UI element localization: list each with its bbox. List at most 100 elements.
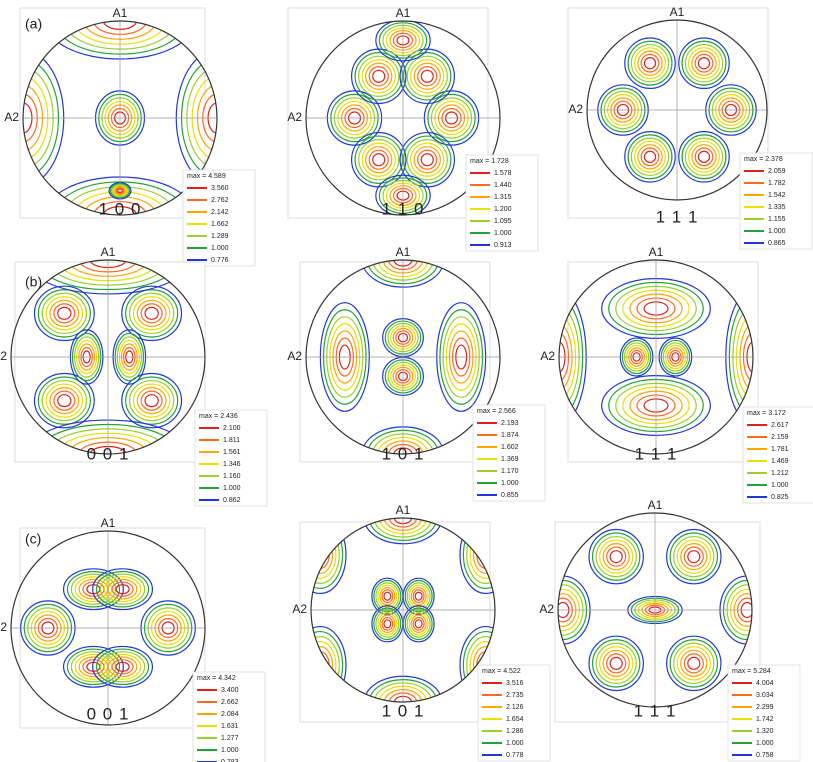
legend-level: 1.781 <box>771 446 789 453</box>
legend-level: 4.004 <box>756 680 774 687</box>
contour-line <box>414 619 423 629</box>
legend-level: 0.776 <box>211 257 229 264</box>
contour-line <box>136 387 167 415</box>
contour-line <box>354 52 403 101</box>
contour-line <box>599 539 634 574</box>
contour-line <box>379 614 396 634</box>
contour-line <box>99 573 146 605</box>
contour-line <box>606 653 627 674</box>
contour-line <box>602 543 630 571</box>
axis-label: A1 <box>396 503 411 517</box>
contour-line <box>115 584 130 595</box>
pole-label: 1 0 0 <box>99 199 142 218</box>
contour-line <box>37 289 91 338</box>
contour-line <box>361 142 396 177</box>
contour-line <box>420 153 434 167</box>
contour-line <box>140 303 163 324</box>
legend-level: 1.346 <box>223 461 241 468</box>
legend-box <box>182 169 256 267</box>
axis-label: A2 <box>287 349 302 363</box>
contour-line <box>595 642 637 685</box>
legend-level: 2.084 <box>221 711 239 718</box>
contour-line <box>669 639 719 688</box>
contour-line <box>681 134 727 180</box>
pole-label: 1 0 1 <box>382 444 425 463</box>
legend-level: 1.000 <box>768 228 786 235</box>
contour-line <box>414 591 423 601</box>
legend-box <box>742 406 813 504</box>
legend-level: 1.662 <box>211 221 229 228</box>
legend-level: 1.000 <box>506 740 524 747</box>
legend: max = 1.728 1.578 1.440 1.315 1.200 1.095 1.00… <box>465 154 539 252</box>
contour-line <box>383 591 392 601</box>
pole-label: 1 1 1 <box>634 701 677 720</box>
pole-label: 1 0 1 <box>382 701 425 720</box>
contour-line <box>410 142 445 177</box>
axis-label: A1 <box>396 6 411 20</box>
legend-max: max = 4.342 <box>197 675 236 682</box>
contour-line <box>673 642 715 685</box>
contour-line <box>643 150 657 163</box>
pole-circle <box>310 517 496 703</box>
contour-line <box>413 62 441 90</box>
contour-line <box>365 62 393 90</box>
pole-figure: A1 A2 1 0 1 max = 4.522 3.516 2.735 2.126 1.654… <box>292 503 551 762</box>
contour-line <box>697 57 711 70</box>
pole-figure: A1 A2 1 0 1 max = 2.566 2.193 1.874 1.602 1.369… <box>287 245 546 502</box>
legend-level: 3.034 <box>756 692 774 699</box>
pole-circle <box>558 259 754 455</box>
legend-level: 0.855 <box>501 492 519 499</box>
legend-level: 2.126 <box>506 704 524 711</box>
axis-label: A2 <box>540 349 555 363</box>
legend: max = 4.589 3.560 2.762 2.142 1.662 1.289 1.00… <box>182 169 256 267</box>
contour-line <box>41 379 88 422</box>
contour-line <box>125 289 179 338</box>
contour-line <box>691 144 717 170</box>
contour-line <box>406 139 448 181</box>
legend-max: max = 1.728 <box>470 158 509 165</box>
contour-line <box>62 645 124 688</box>
contour-line <box>640 147 660 167</box>
legend-max: max = 5.284 <box>732 668 771 675</box>
contour-line <box>136 299 167 327</box>
legend: max = 4.342 3.400 2.662 2.084 1.631 1.277 1.00… <box>192 671 266 762</box>
legend-level: 1.286 <box>506 728 524 735</box>
contour-line <box>365 146 393 174</box>
legend-level: 2.617 <box>771 422 789 429</box>
contour-line <box>627 40 673 86</box>
legend-box <box>739 152 813 250</box>
legend-level: 0.913 <box>494 242 512 249</box>
contour-line <box>637 50 663 76</box>
legend-box <box>727 664 801 762</box>
legend-max: max = 4.522 <box>482 668 521 675</box>
axis-label: A2 <box>0 349 7 363</box>
legend-level: 2.299 <box>756 704 774 711</box>
pole-figure: A1 A2 1 1 1 max = 3.172 2.617 2.159 1.781 1.469… <box>540 245 813 504</box>
legend-level: 2.059 <box>768 168 786 175</box>
contour-line <box>640 53 660 73</box>
panel-frame <box>287 7 489 219</box>
contour-line <box>459 625 495 702</box>
legend-level: 2.735 <box>506 692 524 699</box>
contour-line <box>132 383 171 418</box>
contour-line <box>406 609 431 638</box>
contour-line <box>45 296 84 331</box>
legend-max: max = 2.566 <box>477 408 516 415</box>
legend-level: 1.000 <box>494 230 512 237</box>
contour-line <box>121 285 183 342</box>
contour-line <box>408 612 429 636</box>
legend-level: 1.782 <box>768 180 786 187</box>
legend-level: 1.469 <box>771 458 789 465</box>
contour-line <box>354 135 403 184</box>
contour-line <box>630 137 670 177</box>
legend-level: 0.778 <box>506 752 524 759</box>
contour-line <box>684 43 724 83</box>
legend-level: 3.516 <box>506 680 524 687</box>
legend-level: 1.542 <box>768 192 786 199</box>
legend-level: 1.155 <box>768 216 786 223</box>
contour-line <box>33 285 95 342</box>
contour-line <box>687 656 701 670</box>
contour-line <box>95 570 150 608</box>
contour-line <box>417 149 438 170</box>
